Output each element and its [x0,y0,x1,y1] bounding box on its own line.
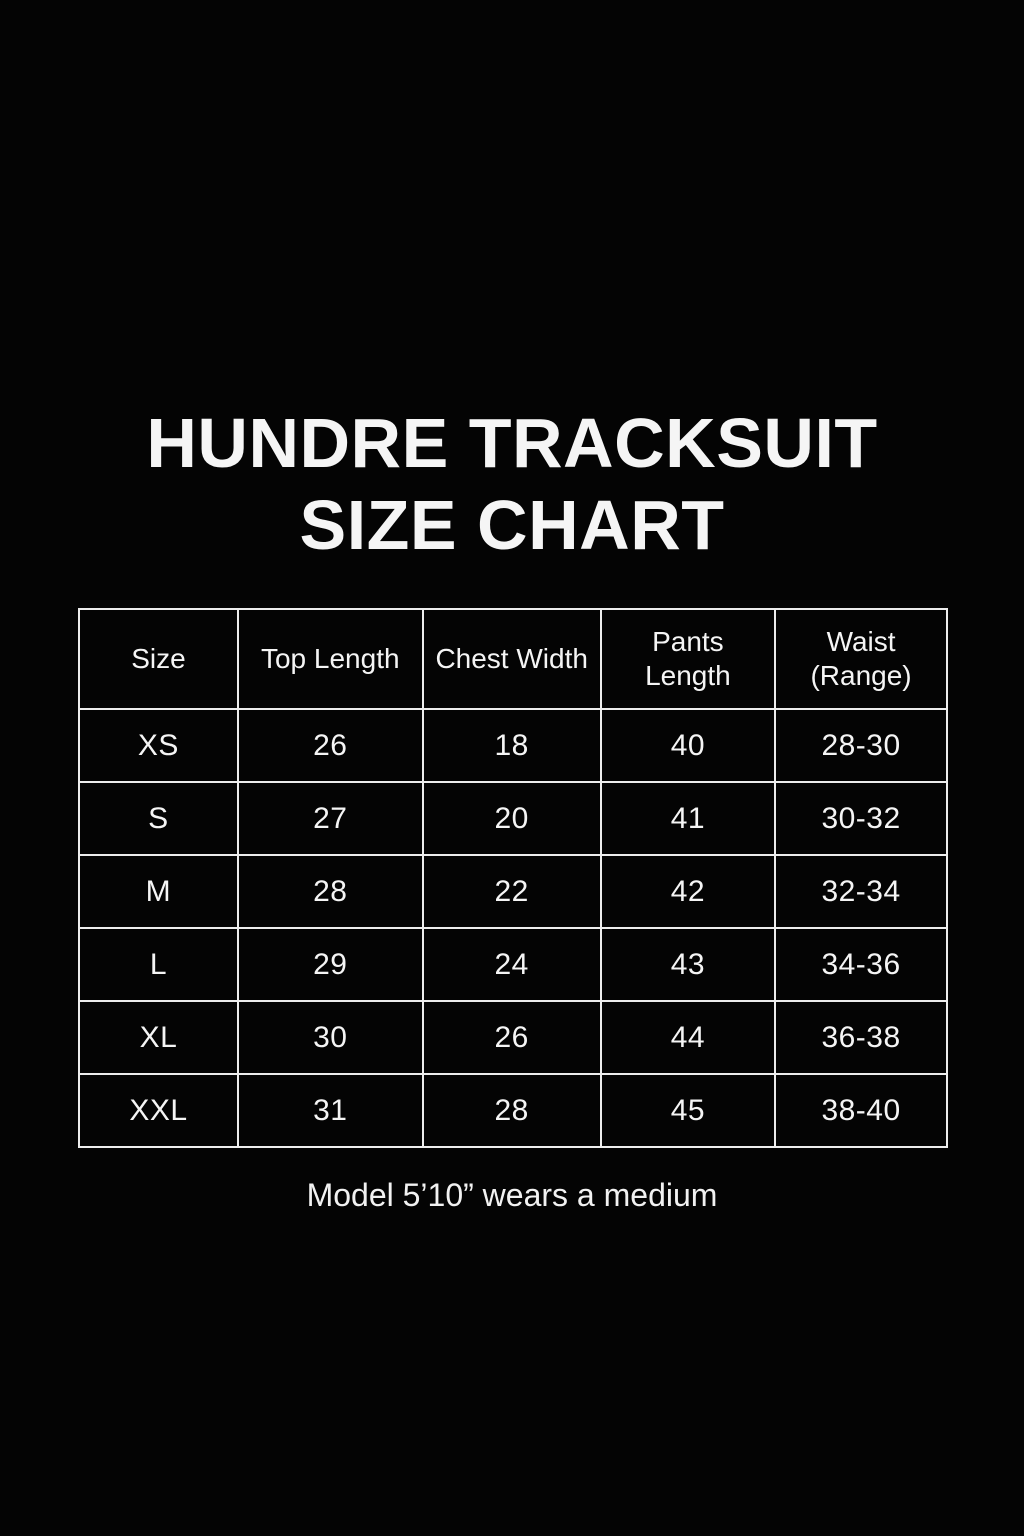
model-fit-note: Model 5’10” wears a medium [306,1177,718,1213]
table-cell: 32-34 [774,854,948,929]
table-cell: 30 [236,1000,424,1075]
table-cell: 26 [236,708,424,783]
size-label: XXL [78,1073,239,1148]
table-cell: 41 [599,781,777,856]
col-header-top-length: Top Length [236,608,424,710]
table-header-row: Size Top Length Chest Width Pants Length… [78,608,948,710]
col-header-pants-length: Pants Length [599,608,777,710]
col-header-waist-range: Waist (Range) [774,608,948,710]
table-row-xxl: XXL 31 28 45 38-40 [78,1073,948,1148]
table-cell: 30-32 [774,781,948,856]
table-cell: 45 [599,1073,777,1148]
table-cell: 31 [236,1073,424,1148]
size-label: XS [78,708,239,783]
table-cell: 44 [599,1000,777,1075]
table-cell: 24 [421,927,602,1002]
table-cell: 43 [599,927,777,1002]
table-row-l: L 29 24 43 34-36 [78,927,948,1002]
col-header-size: Size [78,608,239,710]
table-cell: 28 [421,1073,602,1148]
table-cell: 20 [421,781,602,856]
page-title: HUNDRE TRACKSUIT SIZE CHART [0,402,1024,566]
size-label: M [78,854,239,929]
table-cell: 40 [599,708,777,783]
page-title-line2: SIZE CHART [299,486,725,564]
table-cell: 34-36 [774,927,948,1002]
table-cell: 36-38 [774,1000,948,1075]
size-label: XL [78,1000,239,1075]
table-cell: 28 [236,854,424,929]
table-cell: 28-30 [774,708,948,783]
table-cell: 42 [599,854,777,929]
size-label: S [78,781,239,856]
table-row-xs: XS 26 18 40 28-30 [78,708,948,783]
page-title-line1: HUNDRE TRACKSUIT [146,404,878,482]
table-cell: 18 [421,708,602,783]
table-row-m: M 28 22 42 32-34 [78,854,948,929]
size-label: L [78,927,239,1002]
col-header-chest-width: Chest Width [421,608,602,710]
table-cell: 22 [421,854,602,929]
table-cell: 38-40 [774,1073,948,1148]
table-cell: 27 [236,781,424,856]
table-cell: 29 [236,927,424,1002]
table-cell: 26 [421,1000,602,1075]
size-chart-table: Size Top Length Chest Width Pants Length… [78,608,948,1148]
table-row-xl: XL 30 26 44 36-38 [78,1000,948,1075]
table-row-s: S 27 20 41 30-32 [78,781,948,856]
